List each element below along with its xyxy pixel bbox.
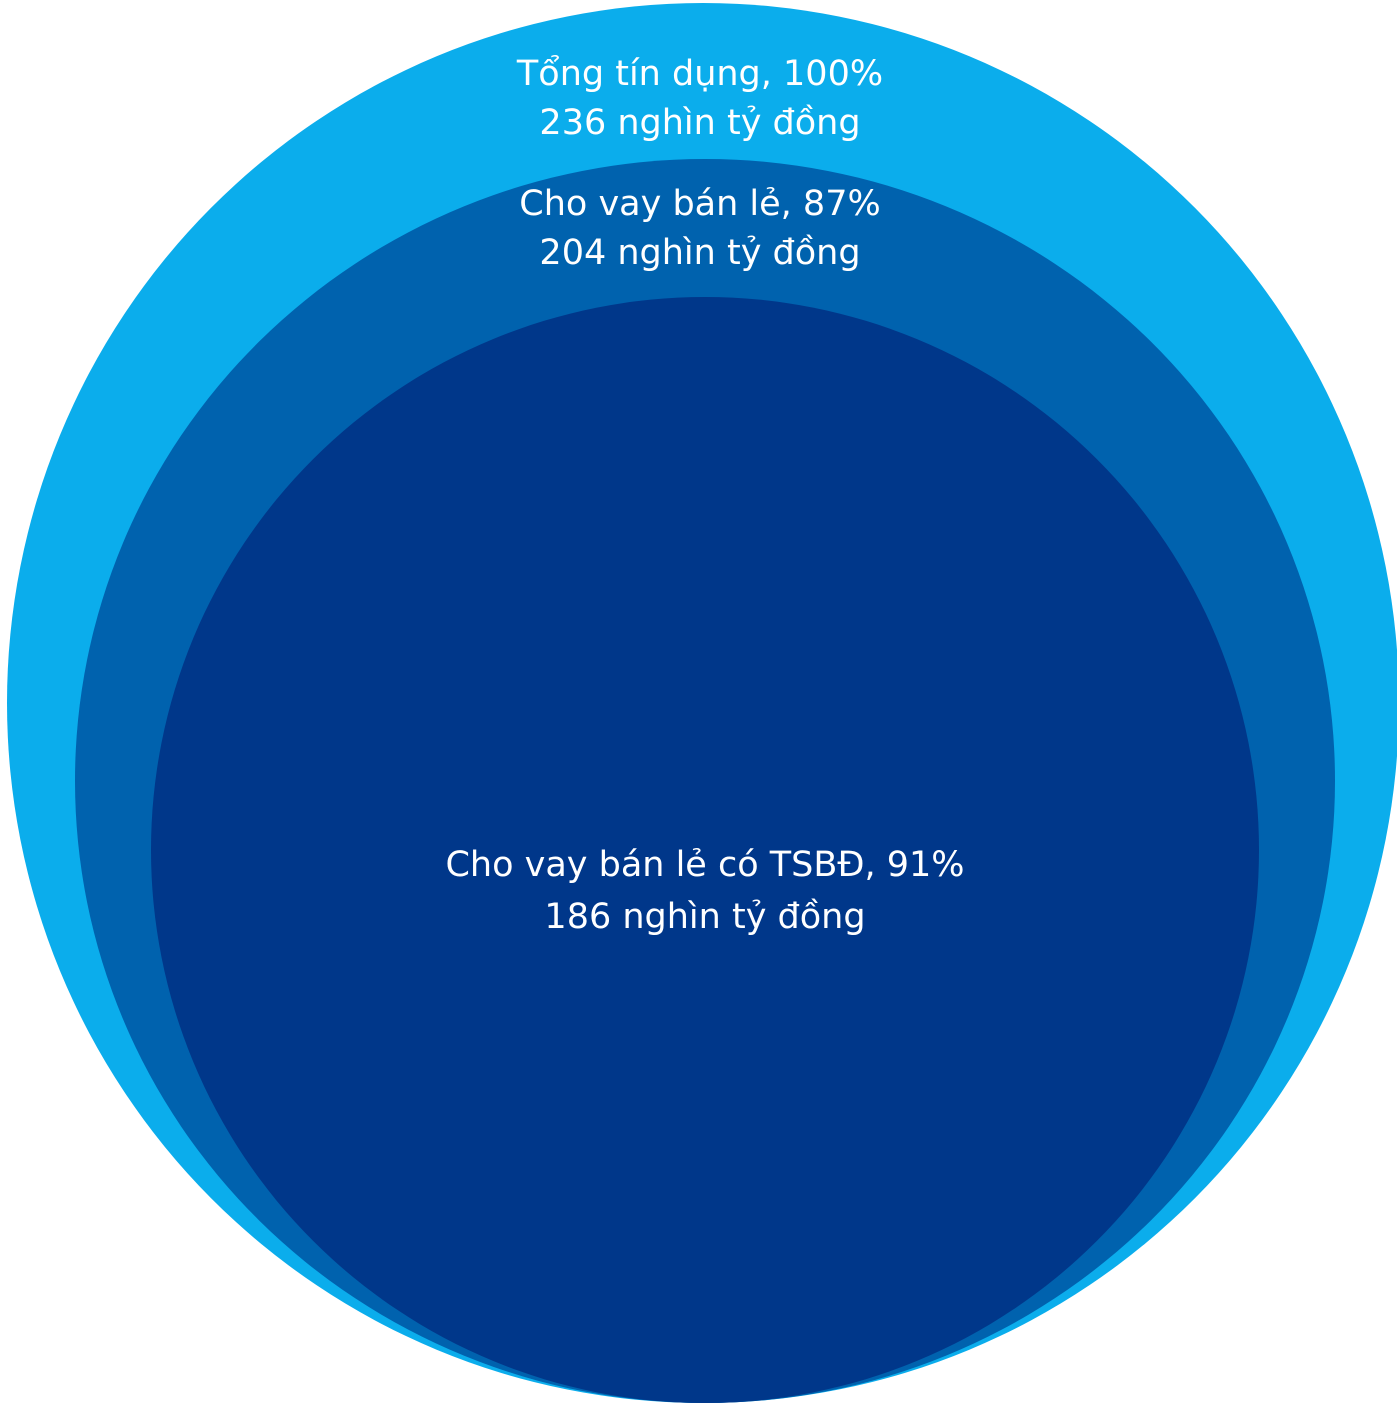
label-retail-lending: Cho vay bán lẻ, 87% 204 nghìn tỷ đồng — [519, 184, 880, 273]
label-retail-lending-line2: 204 nghìn tỷ đồng — [539, 233, 860, 273]
label-secured-retail-lending: Cho vay bán lẻ có TSBĐ, 91% 186 nghìn tỷ… — [445, 845, 964, 937]
label-retail-lending-line1: Cho vay bán lẻ, 87% — [519, 184, 880, 224]
label-secured-retail-lending-line1: Cho vay bán lẻ có TSBĐ, 91% — [445, 845, 964, 885]
inner-circle-secured-retail-lending — [151, 297, 1259, 1403]
label-secured-retail-lending-line2: 186 nghìn tỷ đồng — [544, 897, 865, 937]
label-total-credit-line2: 236 nghìn tỷ đồng — [539, 103, 860, 143]
label-total-credit-line1: Tổng tín dụng, 100% — [516, 53, 883, 94]
label-total-credit: Tổng tín dụng, 100% 236 nghìn tỷ đồng — [516, 53, 883, 143]
